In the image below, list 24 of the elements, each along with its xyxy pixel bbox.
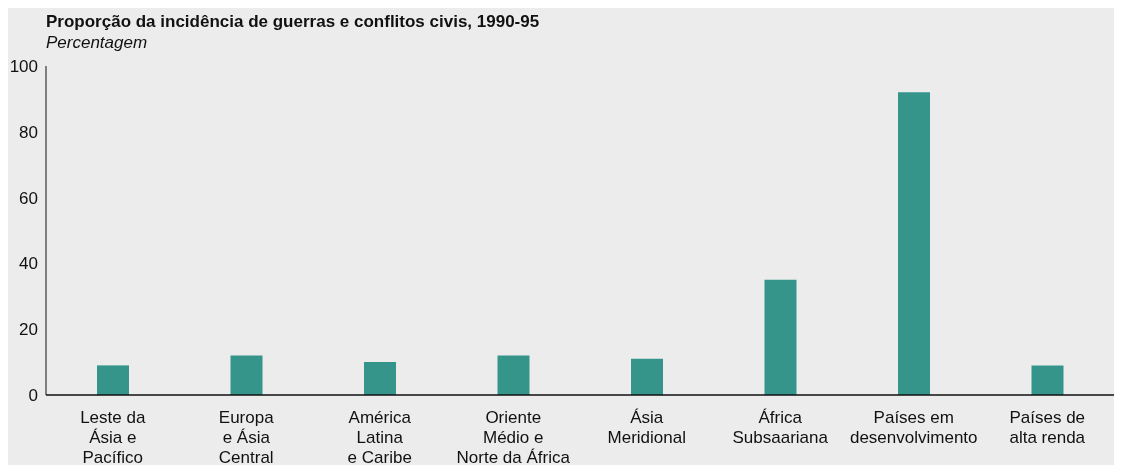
x-tick-label: América Latina e Caribe bbox=[347, 408, 412, 467]
x-tick-label: Países de alta renda bbox=[1009, 408, 1086, 447]
y-tick-label: 60 bbox=[19, 188, 38, 208]
bar bbox=[1031, 365, 1064, 395]
bar bbox=[364, 362, 396, 395]
bar bbox=[497, 355, 530, 395]
bar bbox=[230, 355, 263, 395]
x-tick-label: Ásia Meridional bbox=[607, 408, 686, 447]
y-tick-label: 80 bbox=[19, 122, 38, 142]
chart-subtitle: Percentagem bbox=[46, 33, 148, 53]
bar bbox=[898, 92, 930, 395]
bar bbox=[97, 365, 129, 395]
x-tick-label: Países em desenvolvimento bbox=[849, 408, 978, 447]
y-tick-label: 100 bbox=[9, 57, 38, 77]
x-tick-label: Oriente Médio e Norte da África bbox=[456, 408, 571, 467]
x-tick-label: África Subsaariana bbox=[732, 408, 829, 447]
y-tick-label: 0 bbox=[28, 386, 38, 406]
x-tick-label: Europa e Ásia Central bbox=[218, 408, 275, 467]
bar bbox=[764, 279, 797, 395]
bar bbox=[631, 358, 663, 395]
y-tick-label: 40 bbox=[19, 254, 38, 274]
x-tick-label: Leste da Ásia e Pacífico bbox=[80, 408, 146, 467]
chart-title: Proporção da incidência de guerras e conflitos civis, 1990-95 bbox=[46, 12, 540, 32]
y-tick-label: 20 bbox=[19, 320, 38, 340]
